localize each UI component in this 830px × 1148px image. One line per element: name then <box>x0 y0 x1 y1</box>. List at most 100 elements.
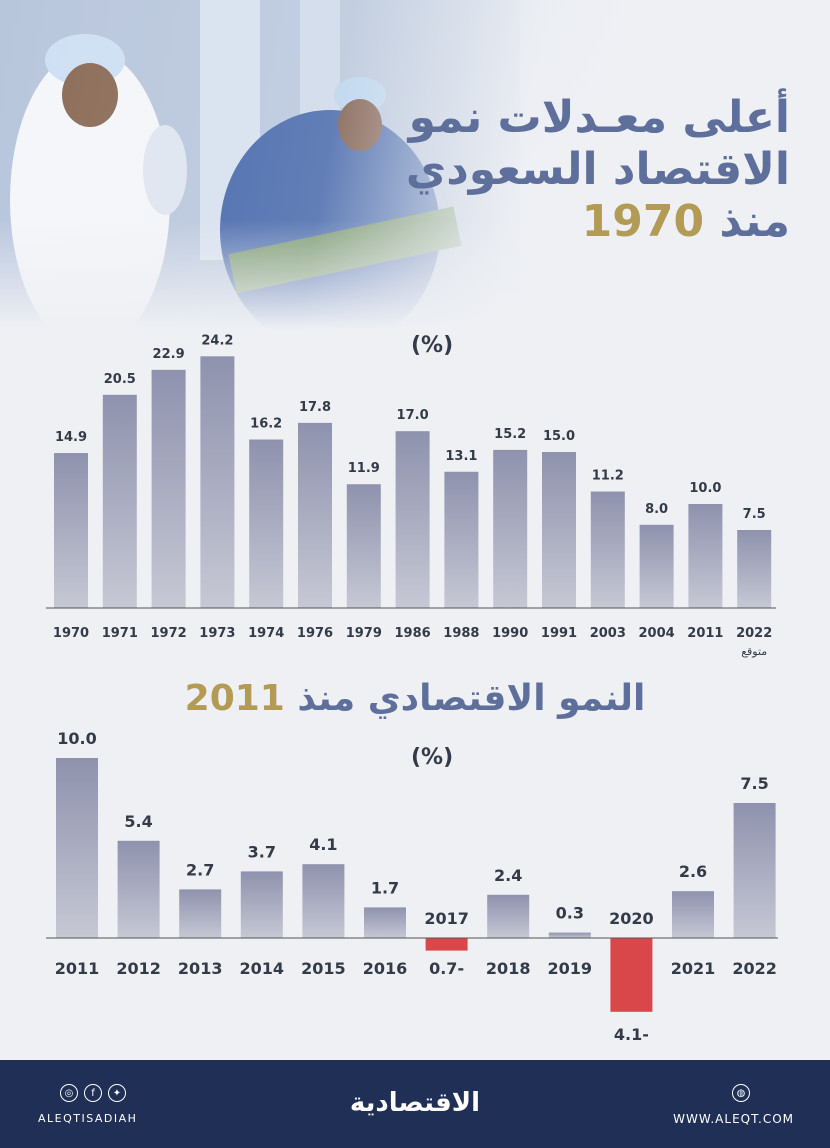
tick-label-2004: 2004 <box>639 626 675 641</box>
tick-label-2003: 2003 <box>590 626 626 641</box>
value-label-1973: 24.2 <box>201 333 233 348</box>
tick-label-2021: 2021 <box>671 959 716 978</box>
bar-2017 <box>425 938 468 951</box>
bar-1986 <box>395 431 430 608</box>
tick-label-2017: 2017 <box>424 909 469 928</box>
tick-label-2014: 2014 <box>240 959 285 978</box>
bar-1972 <box>151 369 186 608</box>
chart-1970-bars: 14.9 1970 20.5 1971 22.9 1972 24.2 1973 16.2 1974… <box>46 333 776 658</box>
social-icons: ◎ f ✦ <box>60 1084 126 1102</box>
tick-label-1979: 1979 <box>346 626 382 641</box>
value-label-2020: 4.1- <box>614 1025 649 1040</box>
value-label-2003: 11.2 <box>592 469 624 484</box>
value-label-2018: 2.4 <box>494 866 522 885</box>
bar-2022 <box>737 530 772 608</box>
tick-label-1972: 1972 <box>151 626 187 641</box>
value-label-1988: 13.1 <box>445 449 477 464</box>
social-handle[interactable]: ALEQTISADIAH <box>38 1112 138 1125</box>
tick-label-2018: 2018 <box>486 959 531 978</box>
bar-1988 <box>444 471 479 608</box>
value-label-2022: 7.5 <box>743 507 766 522</box>
title-line-3: منذ 1970 <box>406 196 790 248</box>
bar-2012 <box>117 840 160 938</box>
value-label-2022: 7.5 <box>740 774 768 793</box>
instagram-icon[interactable]: ◎ <box>60 1084 78 1102</box>
value-label-2016: 1.7 <box>371 878 399 897</box>
bar-2019 <box>548 932 591 938</box>
tick-label-2022: 2022 <box>732 959 777 978</box>
facebook-icon[interactable]: f <box>84 1084 102 1102</box>
tick-label-2020: 2020 <box>609 909 654 928</box>
tick-label-2013: 2013 <box>178 959 223 978</box>
bar-1974 <box>249 439 284 608</box>
main-title: أعلى معـدلات نمو الاقتصاد السعودي منذ 19… <box>406 92 790 248</box>
title-line-3-prefix: منذ <box>704 196 790 247</box>
chart-2011-bars: 10.0 2011 5.4 2012 2.7 2013 3.7 2014 4.1 2015 1.7 2… <box>46 729 778 1040</box>
value-label-1986: 17.0 <box>397 408 429 423</box>
bar-2018 <box>487 894 530 938</box>
section2-title-year: 2011 <box>184 678 285 719</box>
bar-2011 <box>56 758 98 938</box>
value-label-2013: 2.7 <box>186 860 214 879</box>
globe-icon: ◍ <box>732 1084 750 1102</box>
bar-2013 <box>179 889 222 938</box>
bar-2014 <box>240 871 283 938</box>
publisher-logo: الاقتصادية <box>349 1088 481 1118</box>
bar-1976 <box>298 422 332 608</box>
value-label-2021: 2.6 <box>679 862 707 881</box>
bar-1973 <box>200 356 235 608</box>
bar-2022 <box>733 803 776 938</box>
value-label-1974: 16.2 <box>250 417 282 432</box>
bar-2020 <box>610 938 653 1012</box>
bar-1971 <box>102 394 137 608</box>
bar-1979 <box>346 484 381 608</box>
tick-note-2022: متوقع <box>741 645 767 658</box>
tick-label-2022: 2022 <box>736 626 772 641</box>
tick-label-1973: 1973 <box>199 626 235 641</box>
value-label-2014: 3.7 <box>248 842 276 861</box>
value-label-2015: 4.1 <box>309 835 337 854</box>
bar-2016 <box>364 907 406 938</box>
value-label-2019: 0.3 <box>556 904 584 923</box>
twitter-icon[interactable]: ✦ <box>108 1084 126 1102</box>
value-label-1976: 17.8 <box>299 400 331 415</box>
tick-label-1986: 1986 <box>395 626 431 641</box>
bar-2004 <box>639 524 674 608</box>
value-label-1990: 15.2 <box>494 427 526 442</box>
value-label-2017: 0.7- <box>429 959 464 978</box>
footer-bar: ◎ f ✦ ALEQTISADIAH الاقتصادية ◍ WWW.ALEQ… <box>0 1060 830 1148</box>
value-label-1991: 15.0 <box>543 429 575 444</box>
value-label-2011: 10.0 <box>689 481 721 496</box>
value-label-2012: 5.4 <box>124 812 152 831</box>
tick-label-2011: 2011 <box>55 959 100 978</box>
tick-label-2019: 2019 <box>548 959 593 978</box>
tick-label-1971: 1971 <box>102 626 138 641</box>
tick-label-1970: 1970 <box>53 626 89 641</box>
chart2-unit-label: (%) <box>411 745 454 770</box>
bar-1970 <box>54 453 88 608</box>
tick-label-1974: 1974 <box>248 626 284 641</box>
chart1-unit-label: (%) <box>411 333 454 358</box>
website-link[interactable]: WWW.ALEQT.COM <box>673 1112 794 1126</box>
bar-1991 <box>542 452 576 608</box>
tick-label-1988: 1988 <box>443 626 479 641</box>
bar-2011 <box>688 504 723 608</box>
bar-1990 <box>493 449 528 608</box>
value-label-1972: 22.9 <box>153 347 185 362</box>
tick-label-2012: 2012 <box>116 959 161 978</box>
value-label-2011: 10.0 <box>57 729 96 748</box>
title-line-1: أعلى معـدلات نمو <box>408 92 790 143</box>
tick-label-2011: 2011 <box>687 626 723 641</box>
tick-label-2016: 2016 <box>363 959 408 978</box>
title-line-2: الاقتصاد السعودي <box>405 144 790 195</box>
bar-2003 <box>590 491 625 608</box>
section2-title: النمو الاقتصادي منذ 2011 <box>0 678 830 719</box>
section2-title-prefix: النمو الاقتصادي منذ <box>284 678 646 719</box>
bar-2015 <box>302 864 345 938</box>
tick-label-1976: 1976 <box>297 626 333 641</box>
header-photo <box>0 0 830 330</box>
value-label-1979: 11.9 <box>348 461 380 476</box>
tick-label-1991: 1991 <box>541 626 577 641</box>
tick-label-2015: 2015 <box>301 959 346 978</box>
bar-2021 <box>672 891 714 938</box>
